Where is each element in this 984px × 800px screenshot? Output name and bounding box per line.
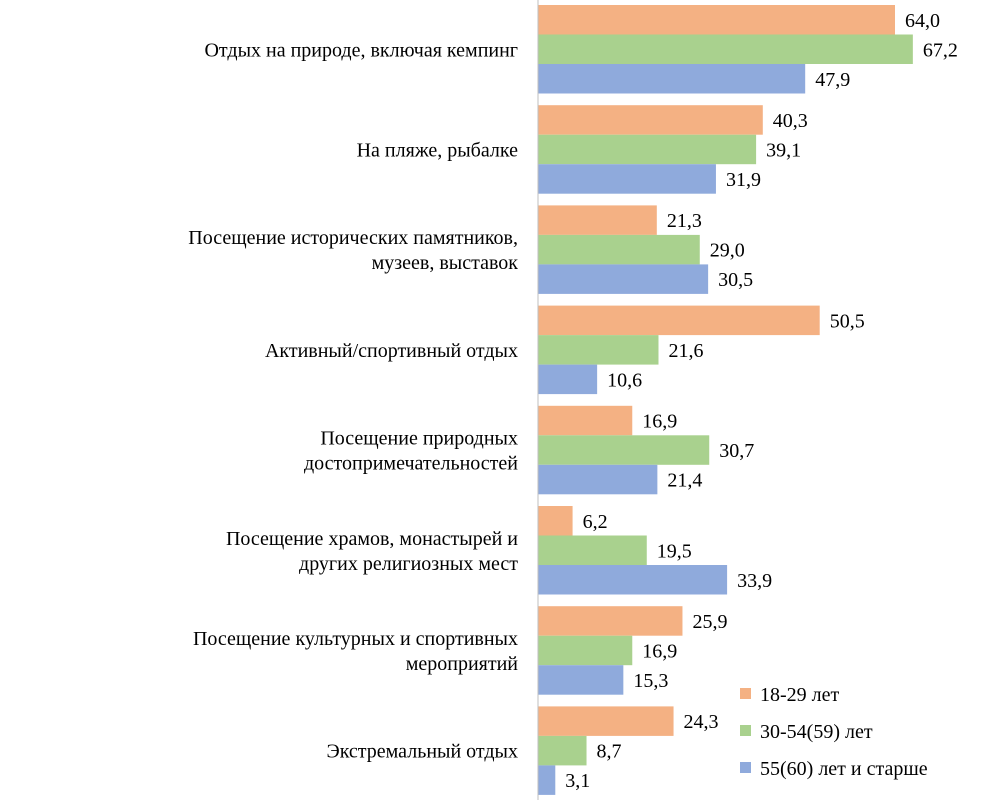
data-label: 6,2 [583,511,608,533]
data-label: 50,5 [830,310,865,332]
category-label: Экстремальный отдых [326,741,518,763]
bar [538,5,895,35]
bar [538,735,587,766]
bar [538,506,573,536]
bar [538,264,709,294]
data-label: 29,0 [710,240,745,262]
category-label: Активный/спортивный отдых [265,340,518,362]
bar [538,305,820,336]
data-label: 31,9 [726,169,761,191]
bar [538,205,657,235]
category-label: музеев, выставок [372,252,519,274]
bar [538,164,716,194]
legend-swatch [740,725,751,736]
bar [538,335,659,365]
category-label: На пляже, рыбалке [357,139,519,161]
bar [538,134,757,165]
data-label: 67,2 [923,39,958,61]
bar [538,464,658,495]
bar [538,234,700,265]
category-label: Посещение исторических памятников, [188,227,518,249]
data-label: 8,7 [597,741,622,763]
category-label: Отдых на природе, включая кемпинг [204,39,518,61]
bar [538,706,674,736]
data-label: 19,5 [657,540,692,562]
bar [538,34,913,64]
bar [538,635,633,666]
data-label: 16,9 [642,411,677,433]
category-label: достопримечательностей [304,453,518,475]
bar [538,405,633,436]
data-label: 39,1 [766,139,801,161]
category-label: Посещение культурных и спортивных [193,628,518,650]
data-label: 25,9 [692,611,727,633]
category-label: мероприятий [406,653,519,675]
bar [538,364,598,395]
data-label: 21,3 [667,210,702,232]
bar [538,435,710,465]
bar [538,565,728,595]
bar [538,606,683,636]
legend-swatch [740,688,751,699]
data-label: 16,9 [642,640,677,662]
data-label: 10,6 [607,369,642,391]
category-label: Посещение храмов, монастырей и [226,528,518,550]
data-label: 64,0 [905,10,940,32]
data-label: 24,3 [684,711,719,733]
bar [538,64,806,94]
data-label: 33,9 [737,570,772,592]
category-label: Посещение природных [320,428,518,450]
legend-label: 55(60) лет и старше [760,758,928,780]
legend-label: 18-29 лет [760,684,840,706]
legend-label: 30-54(59) лет [760,721,873,743]
bar [538,105,763,135]
bar [538,765,556,795]
data-label: 30,5 [718,269,753,291]
data-label: 21,6 [668,340,703,362]
legend-swatch [740,762,751,773]
data-label: 3,1 [565,770,590,792]
data-label: 30,7 [719,440,754,462]
bar [538,535,647,565]
data-label: 47,9 [815,69,850,91]
data-label: 15,3 [633,670,668,692]
bar [538,665,624,695]
category-label: других религиозных мест [299,553,518,575]
data-label: 21,4 [667,470,702,492]
data-label: 40,3 [773,110,808,132]
